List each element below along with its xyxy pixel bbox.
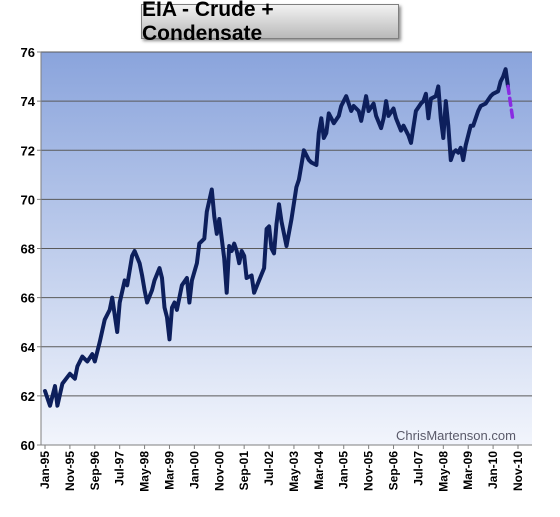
y-tick-label: 68	[21, 242, 35, 257]
x-tick-label: Sep-06	[387, 451, 401, 491]
production-series-line	[43, 67, 510, 408]
x-tick-label: May-98	[138, 451, 152, 492]
x-tick-label: Mar-99	[162, 451, 176, 490]
y-axis-ticks: 60 62 64 66 68 70 72 74 76	[21, 45, 41, 453]
x-tick-label: Jul-02	[262, 451, 276, 486]
projection-series-line	[506, 84, 515, 123]
x-tick-label: Jan-95	[38, 451, 52, 489]
y-tick-label: 64	[21, 340, 36, 355]
x-tick-label: May-08	[436, 451, 450, 492]
x-tick-label: May-03	[287, 451, 301, 492]
y-tick-label: 62	[21, 389, 35, 404]
y-tick-label: 76	[21, 45, 35, 60]
x-tick-label: Jan-05	[337, 451, 351, 489]
x-tick-label: Jan-00	[187, 451, 201, 489]
series	[43, 67, 515, 408]
x-tick-label: Jul-97	[113, 451, 127, 486]
y-tick-label: 70	[21, 192, 35, 207]
x-tick-label: Nov-05	[362, 451, 376, 491]
y-tick-label: 74	[21, 94, 36, 109]
y-tick-label: 60	[21, 438, 35, 453]
watermark-text: ChrisMartenson.com	[396, 428, 516, 443]
y-tick-label: 66	[21, 291, 35, 306]
x-axis-ticks: Jan-95 Nov-95 Sep-96 Jul-97 May-98 Mar-99 Jan-…	[38, 445, 525, 492]
x-tick-label: Mar-04	[312, 451, 326, 490]
x-tick-label: Sep-96	[88, 451, 102, 491]
y-tick-label: 72	[21, 143, 35, 158]
x-tick-label: Sep-01	[237, 451, 251, 491]
x-tick-label: Nov-95	[63, 451, 77, 491]
chart-title: EIA - Crude + Condensate	[141, 0, 399, 45]
x-tick-label: Nov-10	[511, 451, 525, 491]
x-tick-label: Mar-09	[461, 451, 475, 490]
x-tick-label: Nov-00	[212, 451, 226, 491]
x-tick-label: Jul-07	[411, 451, 425, 486]
x-tick-label: Jan-10	[486, 451, 500, 489]
